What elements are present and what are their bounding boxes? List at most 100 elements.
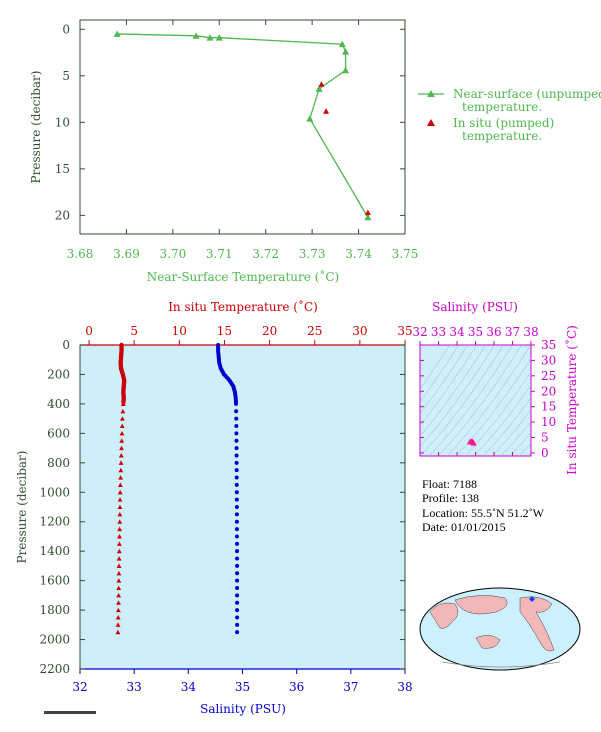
ts-x-tick-label: 36 (486, 325, 501, 339)
float-number: Float: 7188 (422, 477, 477, 491)
salinity-point (235, 563, 240, 568)
salinity-point (234, 512, 239, 517)
density-contour (428, 345, 513, 456)
ts-y-tick-label: 20 (541, 384, 556, 398)
float-location-marker (529, 596, 535, 602)
profile-y-tick-label: 2200 (39, 662, 70, 676)
ts-x-tick-label: 35 (468, 325, 483, 339)
ts-x-tick-label: 32 (412, 325, 427, 339)
temperature-point (117, 504, 123, 510)
top-x-tick-label: 3.73 (299, 247, 326, 261)
salinity-tick-label: 34 (181, 680, 197, 694)
near-surface-point (342, 48, 350, 55)
salinity-point (234, 497, 239, 502)
salinity-point (235, 578, 240, 583)
legend-label-near-surface-line1: Near-surface (unpumped) (453, 87, 601, 101)
ts-point (470, 440, 477, 446)
near-surface-point (215, 34, 223, 41)
density-contour (420, 345, 495, 447)
salinity-point (235, 608, 240, 613)
salinity-point (234, 475, 239, 480)
density-contour (437, 345, 522, 456)
near-surface-point (364, 213, 372, 221)
legend-label-in-situ-line1: In situ (pumped) (453, 116, 554, 130)
ts-contour-lines (420, 345, 531, 456)
temperature-point (116, 585, 122, 591)
temperature-axis-label: In situ Temperature (˚C) (168, 299, 318, 314)
near-surface-point (113, 30, 121, 37)
top-x-tick-label: 3.72 (252, 247, 279, 261)
profile-chart: 0 5 10 15 20 25 30 35 32 33 34 35 36 37 38 0 200 400 600… (15, 299, 413, 716)
profile-y-tick-label: 200 (47, 367, 70, 381)
salinity-point (234, 490, 239, 495)
top-x-tick-label: 3.69 (113, 247, 140, 261)
near-surface-line (117, 33, 369, 218)
profile-number: Profile: 138 (422, 491, 479, 505)
near-surface-chart: 3.68 3.69 3.70 3.71 3.72 3.73 3.74 3.75 0 5 10 15 2… (29, 19, 601, 284)
salinity-point (235, 630, 240, 635)
top-y-axis-label: Pressure (decibar) (29, 71, 43, 184)
profile-y-axis-label: Pressure (decibar) (15, 451, 29, 564)
density-contour (420, 345, 459, 403)
temperature-point (119, 430, 125, 436)
temperature-tick-label: 5 (130, 324, 138, 338)
top-x-tick-label: 3.70 (159, 247, 186, 261)
temperature-point (115, 615, 121, 620)
density-contour (420, 345, 450, 390)
temperature-point (116, 570, 122, 576)
ts-density-contours (420, 345, 531, 456)
salinity-point (235, 586, 240, 590)
temperature-point (119, 438, 125, 443)
profile-y-tick-label: 1200 (39, 515, 70, 529)
density-contour (482, 397, 531, 456)
ts-x-tick-label: 37 (505, 325, 520, 339)
near-surface-point (315, 85, 323, 92)
salinity-axis: 32 33 34 35 36 37 38 (72, 669, 413, 694)
salinity-point (234, 460, 239, 465)
top-y-tick-label: 0 (62, 22, 70, 36)
map-land-americas (519, 596, 555, 652)
legend-label-in-situ-line2: temperature. (462, 129, 542, 143)
ts-y-tick-label: 10 (541, 415, 556, 429)
top-x-tick-label: 3.68 (67, 247, 94, 261)
temperature-axis: 0 5 10 15 20 25 30 35 (85, 324, 413, 345)
temperature-point (117, 511, 123, 517)
density-contour (464, 371, 531, 456)
top-y-axis: 0 5 10 15 20 (55, 22, 405, 222)
temperature-tick-label: 20 (262, 324, 277, 338)
ts-y-axis-label: In situ Temperature (˚C) (564, 325, 579, 475)
salinity-point (234, 409, 239, 414)
top-y-tick-label: 15 (55, 162, 70, 176)
top-legend: Near-surface (unpumped) temperature. In … (418, 87, 601, 143)
temperature-point (120, 401, 126, 406)
temperature-point (116, 563, 122, 568)
ts-x-tick-label: 34 (449, 325, 465, 339)
salinity-point (235, 622, 240, 627)
salinity-point (234, 482, 239, 487)
temperature-point (115, 629, 121, 635)
profile-y-tick-label: 800 (47, 456, 70, 470)
profile-y-tick-label: 1800 (39, 603, 70, 617)
temperature-point (116, 541, 122, 546)
salinity-point (234, 453, 239, 458)
ts-y-tick-label: 35 (541, 338, 556, 352)
temperature-point (118, 467, 124, 473)
density-contour (455, 358, 531, 456)
in-situ-point (364, 209, 371, 216)
top-x-axis: 3.68 3.69 3.70 3.71 3.72 3.73 3.74 3.75 (67, 20, 418, 261)
legend-marker-in-situ (427, 119, 435, 126)
salinity-point (234, 401, 238, 406)
top-y-tick-label: 10 (55, 115, 70, 129)
salinity-point (235, 615, 240, 620)
profile-y-tick-label: 2000 (39, 633, 70, 647)
temperature-point (119, 445, 124, 451)
top-y-tick-label: 20 (55, 208, 70, 222)
temperature-tick-label: 25 (307, 324, 322, 338)
density-contour (500, 421, 531, 456)
temperature-point (116, 600, 121, 605)
density-contour (509, 432, 531, 456)
ts-x-tick-label: 33 (431, 325, 446, 339)
legend-label-near-surface-line2: temperature. (462, 100, 542, 114)
map-land-africa (429, 602, 459, 629)
